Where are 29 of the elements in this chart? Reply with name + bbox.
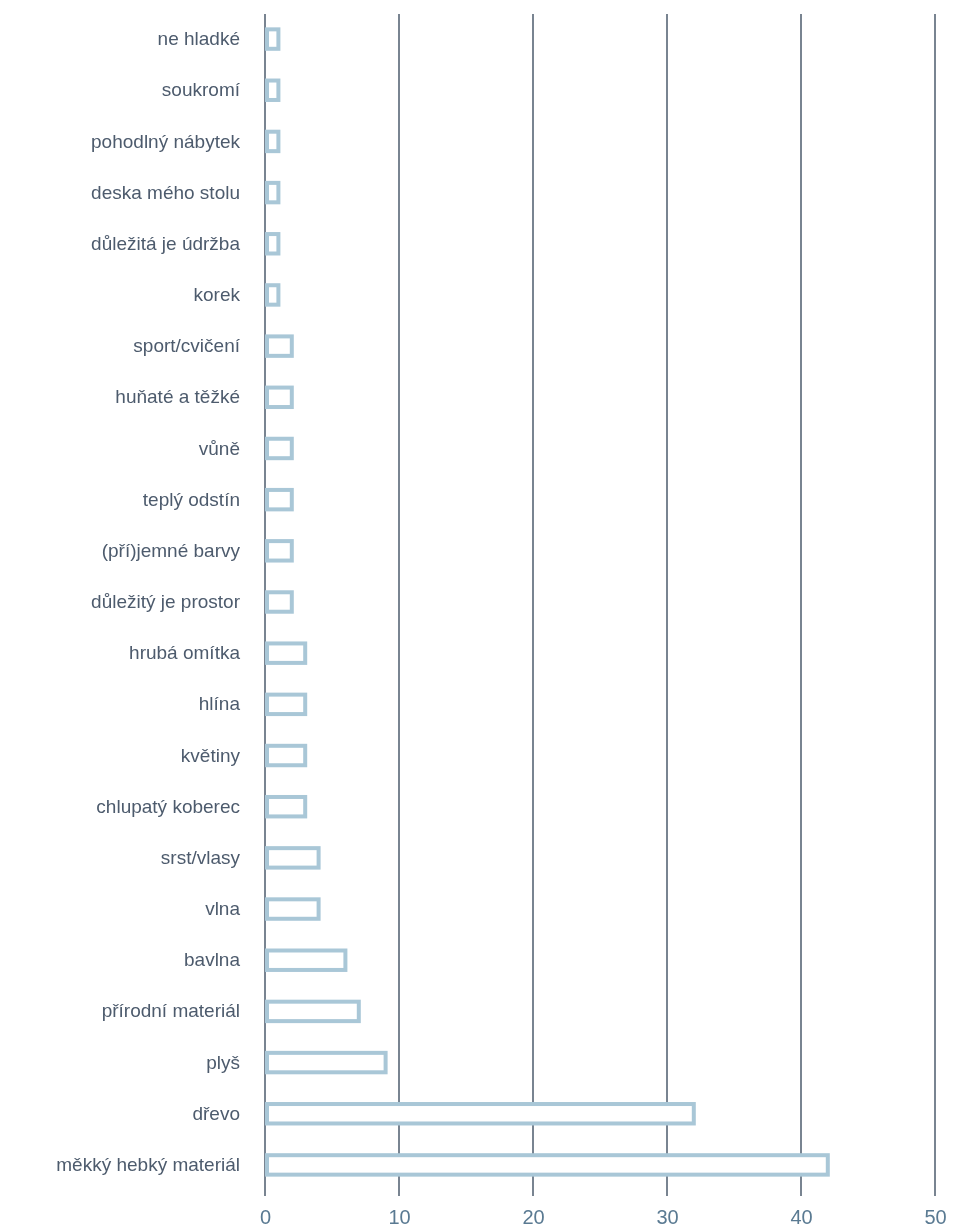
y-tick-label: sport/cvičení [133,335,241,357]
y-tick-label: huňaté a těžké [115,386,240,408]
y-tick-label: pohodlný nábytek [91,130,241,152]
y-tick-label: květiny [180,744,241,766]
x-tick-label: 0 [259,1206,272,1229]
y-tick-label: dřevo [192,1102,240,1124]
y-tick-label: plyš [206,1051,240,1073]
y-tick-label: bavlna [184,949,241,971]
y-tick-label: ne hladké [157,28,240,50]
y-tick-label: deska mého stolu [91,181,240,203]
x-tick-label: 40 [790,1206,813,1229]
y-tick-label: vlna [205,898,241,920]
x-tick-label: 20 [522,1206,545,1229]
y-tick-label: chlupatý koberec [96,795,240,817]
y-tick-label: korek [193,284,241,306]
y-tick-label: hlína [198,693,241,715]
x-tick-label: 10 [388,1206,411,1229]
y-tick-label: teplý odstín [142,488,240,510]
y-tick-label: důležitý je prostor [91,591,241,613]
y-tick-label: srst/vlasy [160,846,241,868]
y-tick-label: měkký hebký materiál [56,1154,240,1175]
x-tick-label: 50 [924,1206,947,1229]
y-tick-label: soukromí [161,79,241,101]
y-tick-label: důležitá je údržba [91,232,241,254]
y-tick-label: vůně [198,437,240,459]
y-tick-label: přírodní materiál [101,1000,240,1022]
y-tick-label: hrubá omítka [129,642,241,664]
x-tick-label: 30 [656,1206,679,1229]
y-tick-label: (pří)jemné barvy [101,539,241,561]
